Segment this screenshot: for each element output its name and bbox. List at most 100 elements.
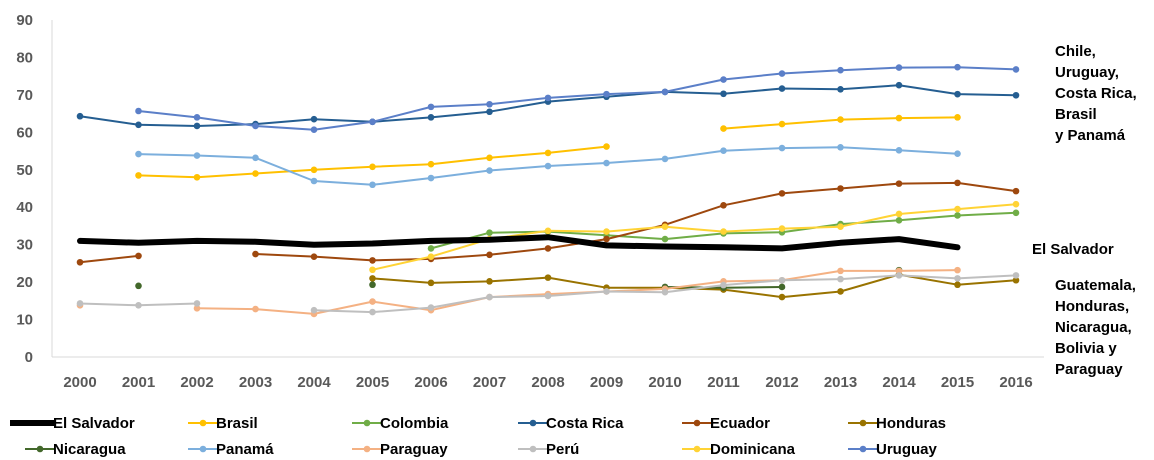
data-point [837,185,844,192]
data-point [369,266,376,274]
series-per- [76,272,1020,316]
data-point [837,144,844,151]
legend-item: Brasil [188,415,258,432]
x-tick-label: 2012 [765,374,798,391]
data-point [895,217,903,224]
x-tick-label: 2009 [590,374,623,391]
data-point [310,177,318,185]
data-point [544,94,552,102]
data-point [1012,200,1020,208]
legend-item: Honduras [848,415,946,432]
series-line [254,181,1017,262]
data-point [310,306,318,314]
annotation-bottom-line-1: Guatemala, [1055,277,1136,294]
data-point [661,223,669,230]
data-point [193,300,201,307]
data-point [720,90,727,98]
data-point [837,288,844,295]
data-point [954,205,961,213]
data-point [135,252,142,260]
data-point [778,283,786,291]
data-point [76,112,84,120]
data-point [720,147,727,154]
x-tick-label: 2013 [824,374,857,391]
data-point [778,70,786,77]
data-point [486,293,493,301]
legend-item: Perú [518,441,579,458]
data-point [720,202,727,209]
legend-item: El Salvador [10,415,135,432]
series-costa-rica [76,81,1020,130]
data-point [778,293,786,301]
data-point [603,288,610,295]
annotation-el-salvador: El Salvador [1032,241,1114,258]
legend-label: Nicaragua [53,441,126,458]
x-tick-label: 2000 [63,374,96,391]
legend-label: Panamá [216,441,274,458]
y-tick-label: 80 [16,49,33,66]
x-tick-label: 2010 [648,374,681,391]
series-line [137,145,608,179]
legend-label: Perú [546,441,579,458]
x-tick-label: 2015 [941,374,974,391]
data-point [486,108,493,116]
data-point [661,288,669,296]
legend-item: Paraguay [352,441,448,458]
legend-item: Nicaragua [25,441,126,458]
legend-item: Ecuador [682,415,770,432]
data-point [486,167,493,174]
data-point [778,144,786,152]
data-point [369,181,376,189]
legend-label: Honduras [876,415,946,432]
data-point [1012,91,1020,99]
data-point [954,150,961,157]
data-point [427,103,435,111]
y-tick-label: 90 [16,12,33,29]
data-point [661,235,669,243]
data-point [778,225,786,232]
data-point [544,274,552,281]
data-point [837,223,844,230]
data-point [486,100,493,108]
legend-label: Ecuador [710,415,770,432]
data-point [369,308,376,316]
data-point [252,250,259,258]
data-point [369,163,376,171]
data-point [778,276,786,284]
data-point [369,281,376,289]
legend-label: Colombia [380,415,449,432]
data-point [369,275,376,282]
legend-swatch-marker [529,445,537,453]
data-point [895,81,903,89]
data-point [778,85,786,92]
data-point [954,63,961,71]
data-point [954,266,961,274]
data-point [895,147,903,154]
data-point [1012,276,1020,284]
data-point [135,107,142,115]
legend-swatch-marker [36,445,44,453]
annotation-top-line-3: Costa Rica, [1055,85,1137,102]
data-point [427,245,435,252]
series-panam- [135,144,961,189]
x-tick-label: 2001 [122,374,155,391]
data-point [427,253,435,260]
data-point [720,228,727,235]
data-point [954,179,961,187]
annotation-top-line-2: Uruguay, [1055,64,1119,81]
data-point [1012,66,1020,73]
data-point [486,229,493,236]
data-point [837,116,844,123]
data-point [837,85,844,93]
annotation-top-line-5: y Panamá [1055,127,1126,144]
legend-label: El Salvador [53,415,135,432]
x-tick-label: 2008 [531,374,564,391]
data-point [427,160,435,168]
data-point [544,227,552,235]
data-point [135,282,142,290]
series-line [77,234,961,252]
data-point [895,272,903,279]
y-tick-label: 60 [16,124,33,141]
legend-swatch-marker [693,419,701,427]
data-point [486,251,493,259]
